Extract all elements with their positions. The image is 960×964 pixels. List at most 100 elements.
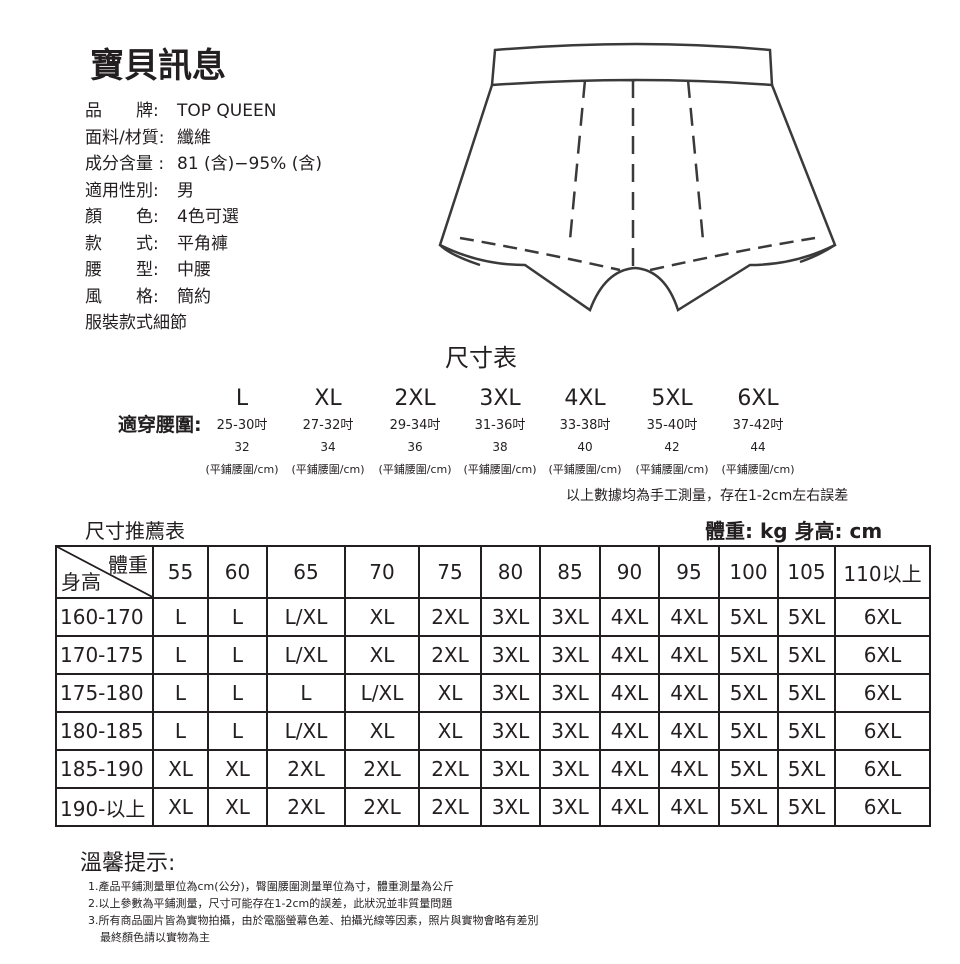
height-cell: 185-190: [55, 749, 154, 789]
height-cell: 175-180: [55, 673, 154, 713]
size-cell: 3XL: [539, 787, 601, 827]
size-chart-title: 尺寸表: [445, 344, 517, 372]
size-cell: XL: [207, 787, 268, 827]
size-label: 5XL: [651, 386, 693, 411]
weight-header: 105: [777, 545, 836, 599]
size-cell: 2XL: [418, 635, 482, 675]
page-title: 寶貝訊息: [90, 46, 226, 86]
size-cell: 4XL: [658, 597, 720, 637]
info-label: 品 牌:: [85, 101, 159, 121]
weight-header: 85: [539, 545, 601, 599]
size-cell: L: [266, 673, 346, 713]
height-cell: 160-170: [55, 597, 154, 637]
info-label: 款 式:: [85, 233, 159, 254]
size-cell: XL: [207, 749, 268, 789]
size-cell: 6XL: [834, 749, 931, 789]
info-value: 男: [177, 180, 194, 201]
corner-height: 身高: [61, 570, 101, 594]
height-cell: 190-以上: [55, 787, 154, 827]
size-cell: 3XL: [480, 673, 541, 713]
size-label: 3XL: [479, 386, 521, 411]
info-row: 風 格: 簡約: [85, 282, 211, 307]
size-cell: L: [207, 597, 268, 637]
size-cell: 3XL: [539, 597, 601, 637]
tip-item: 2.以上參數為平鋪測量，尺寸可能存在1-2cm的誤差，此狀況並非質量問題: [88, 897, 453, 910]
info-value: 平角褲: [177, 233, 228, 254]
size-cell: XL: [344, 711, 420, 751]
size-cell: 5XL: [777, 711, 836, 751]
size-cell: 3XL: [539, 749, 601, 789]
height-cell: 170-175: [55, 635, 154, 675]
tips-title: 溫馨提示:: [80, 851, 176, 876]
weight-header: 70: [344, 545, 420, 599]
weight-header: 60: [207, 545, 268, 599]
size-cell: 5XL: [777, 749, 836, 789]
size-cell: 3XL: [539, 711, 601, 751]
info-label: 面料/材質:: [85, 127, 165, 148]
size-recommendation-table: 體重 身高 55 60 65 70 75 80 85 90 95 100 105 110以上 160-…: [55, 545, 931, 827]
info-label: 風 格:: [85, 286, 159, 307]
flat-waist-unit: (平鋪腰圍/cm): [635, 463, 709, 476]
info-row: 款 式: 平角褲: [85, 229, 228, 254]
info-value: 中腰: [177, 260, 211, 280]
size-cell: 4XL: [658, 673, 720, 713]
size-cell: 5XL: [718, 673, 779, 713]
info-label: 顏 色:: [85, 207, 159, 227]
size-cell: 5XL: [718, 597, 779, 637]
table-row: 170-175 L L L/XL XL 2XL 3XL 3XL 4XL 4XL 5XL 5XL 6XL: [55, 635, 931, 675]
size-cell: 2XL: [266, 787, 346, 827]
size-cell: 4XL: [599, 749, 660, 789]
info-value: 4色可選: [177, 207, 239, 227]
size-cell: 6XL: [834, 711, 931, 751]
flat-waist: 32: [234, 440, 250, 454]
size-cell: 3XL: [539, 635, 601, 675]
size-cell: 4XL: [658, 787, 720, 827]
size-cell: 4XL: [658, 749, 720, 789]
flat-waist-unit: (平鋪腰圍/cm): [721, 463, 795, 476]
tip-item: 3.所有商品圖片皆為實物拍攝，由於電腦螢幕色差、拍攝光線等因素，照片與實物會略有…: [88, 914, 539, 927]
corner-cell: 體重 身高: [55, 545, 154, 599]
size-cell: L: [207, 673, 268, 713]
table-row: 160-170 L L L/XL XL 2XL 3XL 3XL 4XL 4XL 5XL 5XL 6XL: [55, 597, 931, 637]
info-value: 簡約: [177, 286, 211, 307]
size-cell: 6XL: [834, 597, 931, 637]
flat-waist-unit: (平鋪腰圍/cm): [378, 463, 452, 476]
size-cell: 2XL: [344, 787, 420, 827]
info-value: 81 (含)−95% (含): [177, 154, 322, 174]
weight-header: 65: [266, 545, 346, 599]
info-value: 纖維: [177, 127, 211, 148]
info-row: 面料/材質: 纖維: [85, 123, 211, 148]
recommend-title: 尺寸推薦表: [85, 519, 185, 543]
size-cell: 3XL: [480, 597, 541, 637]
flat-waist-unit: (平鋪腰圍/cm): [205, 463, 279, 476]
info-label: 成分含量 :: [85, 154, 165, 174]
waist-range: 31-36吋: [474, 418, 526, 433]
table-row: 175-180 L L L L/XL XL 3XL 3XL 4XL 4XL 5XL 5XL 6XL: [55, 673, 931, 713]
size-cell: L: [207, 635, 268, 675]
size-cell: L: [152, 673, 209, 713]
size-cell: 2XL: [344, 749, 420, 789]
table-row: 180-185 L L L/XL XL XL 3XL 3XL 4XL 4XL 5XL 5XL 6XL: [55, 711, 931, 751]
size-cell: XL: [152, 787, 209, 827]
size-cell: L: [207, 711, 268, 751]
size-cell: 4XL: [599, 597, 660, 637]
flat-waist: 36: [407, 440, 423, 454]
weight-header: 95: [658, 545, 720, 599]
size-cell: L: [152, 711, 209, 751]
flat-waist: 42: [664, 440, 680, 454]
size-cell: 3XL: [480, 749, 541, 789]
flat-waist: 40: [577, 440, 593, 454]
flat-waist: 38: [492, 440, 508, 454]
waist-label: 適穿腰圍:: [118, 414, 202, 436]
flat-waist-unit: (平鋪腰圍/cm): [291, 463, 365, 476]
weight-header: 110以上: [834, 545, 931, 599]
info-row: 服裝款式細節: [85, 308, 187, 333]
tip-item: 1.產品平鋪測量單位為cm(公分)，臀圍腰圍測量單位為寸，體重測量為公斤: [88, 880, 454, 893]
size-cell: 2XL: [418, 787, 482, 827]
size-cell: 4XL: [599, 673, 660, 713]
size-label: 6XL: [737, 386, 779, 411]
table-row: 185-190 XL XL 2XL 2XL 2XL 3XL 3XL 4XL 4XL 5XL 5XL 6X…: [55, 749, 931, 789]
flat-waist: 34: [320, 440, 336, 454]
waist-range: 37-42吋: [732, 418, 784, 433]
size-cell: 4XL: [599, 635, 660, 675]
